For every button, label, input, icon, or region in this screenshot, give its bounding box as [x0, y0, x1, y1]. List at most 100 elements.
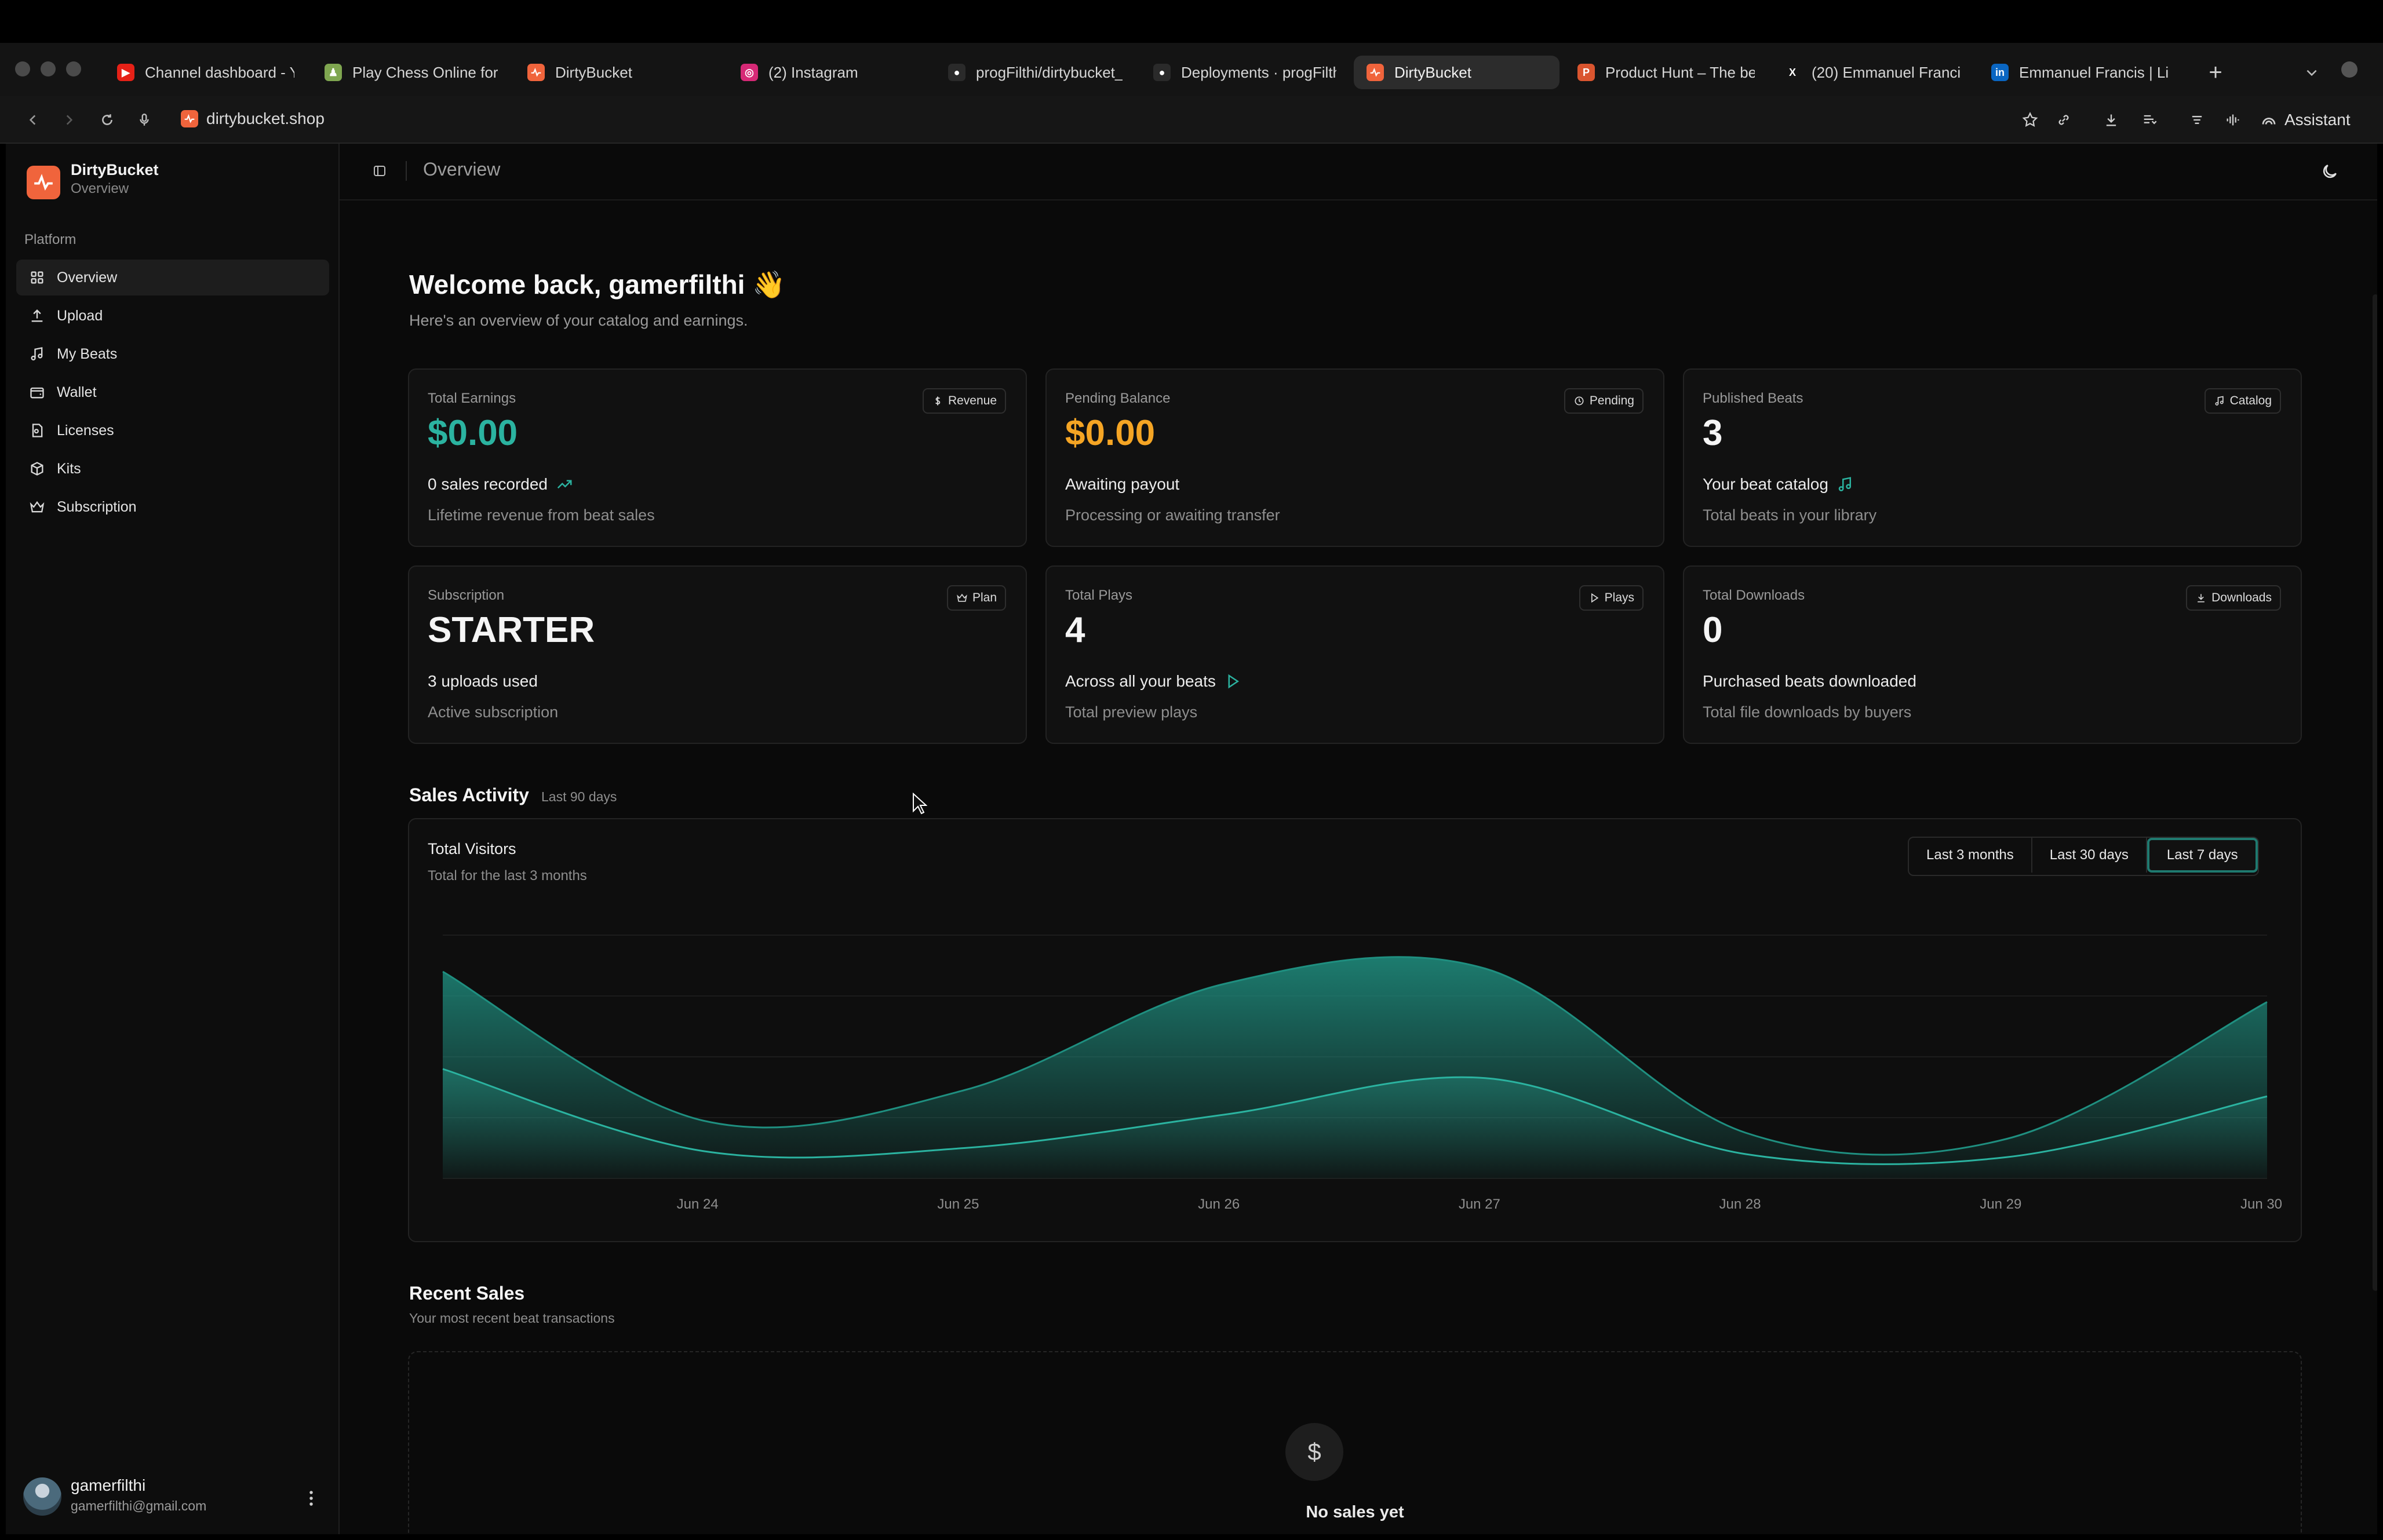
assistant-label: Assistant: [2284, 111, 2351, 129]
brand-logo[interactable]: [27, 166, 60, 199]
stat-card-value: $0.00: [428, 413, 518, 453]
browser-tab[interactable]: DirtyBucket: [1354, 56, 1559, 89]
browser-tab[interactable]: ♟ Play Chess Online for FR: [312, 56, 512, 89]
window-maximize-button[interactable]: [66, 61, 81, 76]
arrow-right-icon: [66, 115, 73, 125]
sidebar-item-overview[interactable]: Overview: [16, 260, 329, 295]
sidebar-toggle-button[interactable]: [367, 159, 392, 183]
browser-tab-label: Channel dashboard - Yo: [145, 63, 294, 81]
theme-toggle-button[interactable]: [2317, 159, 2342, 184]
clock-icon: [1575, 396, 1584, 406]
reload-icon: [102, 114, 112, 125]
bookmark-button[interactable]: [2018, 108, 2042, 132]
github-icon: ●: [948, 64, 965, 81]
browser-tab[interactable]: ● Deployments · progFilth: [1141, 56, 1349, 89]
stat-card-badge: Pending: [1564, 388, 1644, 414]
chess-icon: ♟: [325, 64, 342, 81]
sidebar-item-wallet[interactable]: Wallet: [16, 374, 329, 410]
user-menu-button[interactable]: [303, 1487, 320, 1510]
chart-series-0-area: [443, 957, 2267, 1178]
more-vertical-icon: [309, 1491, 313, 1506]
tab-list-button[interactable]: [2297, 58, 2326, 87]
stat-card-description: Total preview plays: [1065, 703, 1198, 721]
chart-series-1-area: [443, 1069, 2267, 1178]
back-button[interactable]: [21, 108, 45, 132]
badge-label: Catalog: [2229, 394, 2272, 407]
sidebar-item-label: Subscription: [57, 498, 137, 515]
stat-card-description: Lifetime revenue from beat sales: [428, 506, 655, 524]
play-icon: [1591, 593, 1598, 603]
stat-card-detail: Your beat catalog: [1703, 475, 1854, 494]
reload-button[interactable]: [95, 108, 119, 132]
sales-activity-title: Sales Activity: [409, 784, 529, 805]
extensions-button[interactable]: [2137, 108, 2162, 132]
window-close-button[interactable]: [15, 61, 30, 76]
page-title: Overview: [423, 159, 501, 180]
browser-tab-label: Emmanuel Francis | Link: [2019, 63, 2169, 81]
sidebar-item-kits[interactable]: Kits: [16, 451, 329, 487]
sidebar-item-licenses[interactable]: Licenses: [16, 413, 329, 448]
browser-tab[interactable]: ◎ (2) Instagram: [728, 56, 931, 89]
window-minimize-button[interactable]: [41, 61, 56, 76]
browser-toolbar: [0, 96, 2383, 144]
link-icon: [2058, 115, 2069, 125]
dirtybucket-icon: [527, 64, 545, 81]
avatar[interactable]: [23, 1477, 61, 1516]
visitors-chart-card: Total Visitors Total for the last 3 mont…: [408, 818, 2302, 1242]
stat-card-value: STARTER: [428, 610, 595, 650]
recent-sales-empty-state: $ No sales yet: [408, 1351, 2302, 1534]
browser-profile-icon[interactable]: [2341, 61, 2358, 78]
stat-card-badge: Plan: [946, 585, 1006, 611]
star-icon: [2022, 112, 2038, 127]
page-header: Overview: [340, 144, 2377, 200]
range-button-last-30-days[interactable]: Last 30 days: [2032, 838, 2147, 873]
chart-series-1-line: [442, 1068, 2268, 1165]
sidebar-item-my-beats[interactable]: My Beats: [16, 336, 329, 372]
grid-icon: [31, 271, 43, 284]
stat-card-detail-text: Purchased beats downloaded: [1703, 672, 1916, 690]
sidebar-section-label: Platform: [24, 232, 76, 247]
browser-tab[interactable]: DirtyBucket: [515, 56, 723, 89]
music-note-icon: [2215, 396, 2224, 406]
browser-tab[interactable]: ▶ Channel dashboard - Yo: [104, 56, 307, 89]
range-button-last-3-months[interactable]: Last 3 months: [1909, 838, 2032, 873]
stat-card-value: 0: [1703, 610, 1723, 650]
stat-card-detail: 3 uploads used: [428, 672, 538, 691]
music-note-icon: [31, 347, 43, 361]
range-button-last-7-days[interactable]: Last 7 days: [2147, 838, 2258, 873]
sidebar-item-subscription[interactable]: Subscription: [16, 489, 329, 525]
sidebar-item-label: Overview: [57, 269, 118, 286]
empty-state-text: No sales yet: [1306, 1503, 1404, 1521]
forward-button[interactable]: [57, 108, 81, 132]
sales-activity-range: Last 90 days: [541, 789, 617, 804]
crown-icon: [957, 593, 967, 602]
download-icon: [2106, 114, 2116, 126]
stat-card-badge: Catalog: [2204, 388, 2281, 414]
pulse-icon: [184, 114, 195, 123]
dollar-icon: [935, 396, 941, 406]
reading-list-button[interactable]: [2185, 108, 2209, 132]
browser-tab[interactable]: ● progFilthi/dirtybucket_t: [935, 56, 1135, 89]
crown-icon: [30, 501, 45, 513]
dollar-icon: $: [1285, 1423, 1343, 1481]
microphone-icon: [140, 114, 149, 126]
downloads-button[interactable]: [2099, 108, 2123, 132]
stat-card-badge: Downloads: [2186, 585, 2281, 611]
voice-search-button[interactable]: [132, 108, 156, 132]
chart-x-tick-label: Jun 26: [1198, 1196, 1240, 1212]
stat-card-label: Total Downloads: [1703, 587, 1805, 603]
share-link-button[interactable]: [2052, 108, 2076, 132]
sidebar-item-upload[interactable]: Upload: [16, 298, 329, 334]
new-tab-button[interactable]: +: [2209, 59, 2222, 85]
address-bar-url[interactable]: dirtybucket.shop: [206, 110, 325, 127]
browser-tab[interactable]: P Product Hunt – The bes: [1565, 56, 1768, 89]
assistant-button[interactable]: Assistant: [2260, 108, 2351, 132]
visitors-area-chart: Jun 24 Jun 25 Jun 26 Jun 27 Jun 28 Jun 29 Jun …: [442, 935, 2282, 1212]
sidebar-item-label: Licenses: [57, 422, 114, 439]
page-scrollbar[interactable]: [2373, 294, 2377, 1291]
audio-button[interactable]: [2221, 108, 2245, 132]
browser-tab[interactable]: X (20) Emmanuel Francis: [1771, 56, 1974, 89]
stat-card-total-plays: Total Plays Plays 4 Across all your beats To…: [1045, 565, 1664, 744]
chart-x-tick-label: Jun 27: [1459, 1196, 1500, 1212]
browser-tab[interactable]: in Emmanuel Francis | Link: [1978, 56, 2181, 89]
